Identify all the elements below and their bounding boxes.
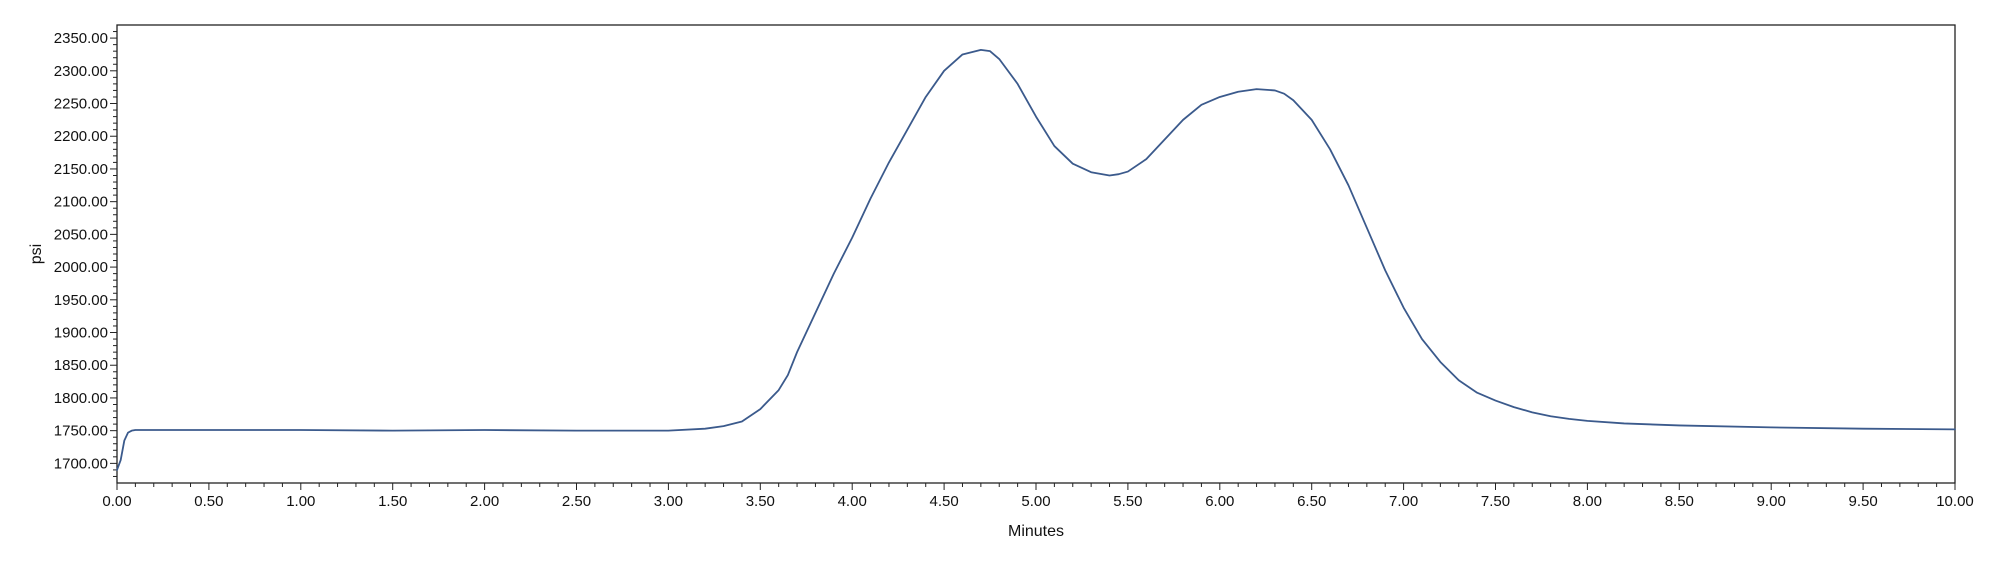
series-layer (116, 48, 1956, 471)
x-tick-label: 9.50 (1848, 493, 1877, 510)
x-tick-label: 5.50 (1113, 493, 1142, 510)
x-tick-label: 4.00 (838, 493, 867, 510)
x-tick-label: 1.00 (286, 493, 315, 510)
x-tick-label: 1.50 (378, 493, 407, 510)
x-tick-label: 2.00 (470, 493, 499, 510)
x-axis-title: Minutes (1008, 523, 1064, 540)
x-tick-label: 2.50 (562, 493, 591, 510)
y-tick-label: 2200.00 (54, 128, 108, 145)
series-line-0 (116, 48, 1956, 471)
y-tick-label: 1700.00 (54, 455, 108, 472)
x-tick-label: 6.50 (1297, 493, 1326, 510)
x-tick-label: 7.50 (1481, 493, 1510, 510)
y-axis-title: psi (28, 244, 45, 264)
y-tick-label: 1750.00 (54, 423, 108, 440)
x-tick-label: 3.50 (746, 493, 775, 510)
x-tick-label: 9.00 (1757, 493, 1786, 510)
x-tick-label: 8.50 (1665, 493, 1694, 510)
x-tick-label: 4.50 (929, 493, 958, 510)
y-tick-label: 1950.00 (54, 292, 108, 309)
x-tick-label: 0.00 (102, 493, 131, 510)
y-tick-label: 1850.00 (54, 357, 108, 374)
y-tick-label: 2100.00 (54, 194, 108, 211)
axes-layer: 0.00 0.50 1.00 1.50 2.00 2.50 3.00 3.50 4.00 4.50… (54, 24, 1974, 510)
x-tick-label: 7.00 (1389, 493, 1418, 510)
y-tick-label: 1800.00 (54, 390, 108, 407)
y-tick-label: 2050.00 (54, 226, 108, 243)
y-tick-label: 1900.00 (54, 325, 108, 342)
y-tick-label: 2150.00 (54, 161, 108, 178)
plot-frame (116, 24, 1956, 484)
x-tick-label: 10.00 (1936, 493, 1974, 510)
y-tick-label: 2300.00 (54, 63, 108, 80)
x-tick-label: 5.00 (1021, 493, 1050, 510)
y-tick-label: 2250.00 (54, 96, 108, 113)
x-tick-label: 3.00 (654, 493, 683, 510)
x-tick-label: 6.00 (1205, 493, 1234, 510)
y-tick-label: 2000.00 (54, 259, 108, 276)
x-tick-label: 0.50 (194, 493, 223, 510)
x-tick-label: 8.00 (1573, 493, 1602, 510)
y-tick-label: 2350.00 (54, 30, 108, 47)
